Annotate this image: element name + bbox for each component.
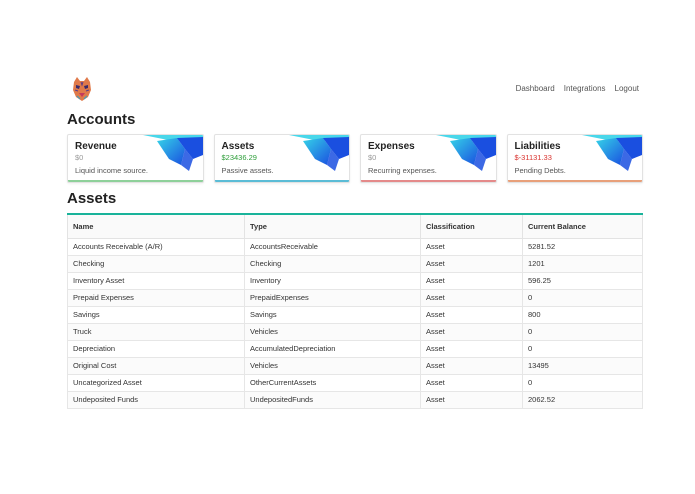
cell-current-balance: 1201: [522, 254, 643, 273]
cell-type: Vehicles: [244, 356, 421, 375]
card-value: $0: [75, 153, 84, 162]
assets-table-container: Name Type Classification Current Balance…: [67, 213, 643, 409]
cell-classification: Asset: [420, 237, 523, 256]
card-accent-bar: [68, 180, 203, 182]
cell-name: Undeposited Funds: [67, 390, 245, 409]
card-description: Passive assets.: [221, 166, 274, 175]
cell-type: Savings: [244, 305, 421, 324]
card-value: $-31131.33: [514, 153, 552, 162]
table-row[interactable]: Undeposited Funds UndepositedFunds Asset 20…: [67, 390, 643, 409]
cell-current-balance: 596.25: [522, 271, 643, 290]
accounts-heading: Accounts: [67, 111, 136, 128]
card-description: Liquid income source.: [75, 166, 148, 175]
cell-type: Inventory: [244, 271, 421, 290]
table-row[interactable]: Truck Vehicles Asset 0: [67, 322, 643, 341]
column-header-name[interactable]: Name: [67, 215, 245, 239]
table-row[interactable]: Prepaid Expenses PrepaidExpenses Asset 0: [67, 288, 643, 307]
cell-name: Savings: [67, 305, 245, 324]
cell-classification: Asset: [420, 339, 523, 358]
assets-heading: Assets: [67, 190, 117, 207]
card-accent-bar: [361, 180, 496, 182]
nav-logout-link[interactable]: Logout: [614, 84, 639, 93]
card-title: Liabilities: [514, 141, 561, 152]
cell-classification: Asset: [420, 288, 523, 307]
card-value: $23436.29: [221, 153, 257, 162]
cell-classification: Asset: [420, 305, 523, 324]
cell-type: AccumulatedDepreciation: [244, 339, 421, 358]
card-decoration-icon: [582, 135, 642, 171]
cell-type: OtherCurrentAssets: [244, 373, 421, 392]
table-row[interactable]: Uncategorized Asset OtherCurrentAssets Ass…: [67, 373, 643, 392]
nav-integrations-link[interactable]: Integrations: [563, 84, 606, 93]
cell-current-balance: 0: [522, 373, 643, 392]
table-header-row: Name Type Classification Current Balance: [67, 215, 643, 239]
cell-name: Uncategorized Asset: [67, 373, 245, 392]
cell-type: Checking: [244, 254, 421, 273]
assets-table: Name Type Classification Current Balance…: [67, 215, 643, 409]
cell-current-balance: 13495: [522, 356, 643, 375]
cell-type: AccountsReceivable: [244, 237, 421, 256]
cell-classification: Asset: [420, 254, 523, 273]
cell-current-balance: 0: [522, 339, 643, 358]
card-decoration-icon: [289, 135, 349, 171]
card-accent-bar: [507, 180, 642, 182]
cell-name: Prepaid Expenses: [67, 288, 245, 307]
cell-current-balance: 800: [522, 305, 643, 324]
cell-name: Depreciation: [67, 339, 245, 358]
account-summary-cards: Revenue $0 Liquid income source. Assets …: [67, 134, 643, 183]
column-header-current-balance[interactable]: Current Balance: [522, 215, 643, 239]
cell-name: Truck: [67, 322, 245, 341]
cell-name: Checking: [67, 254, 245, 273]
card-title: Revenue: [75, 141, 117, 152]
card-value: $0: [368, 153, 377, 162]
cell-classification: Asset: [420, 322, 523, 341]
table-row[interactable]: Inventory Asset Inventory Asset 596.25: [67, 271, 643, 290]
cell-classification: Asset: [420, 271, 523, 290]
column-header-type[interactable]: Type: [244, 215, 421, 239]
card-title: Assets: [221, 141, 255, 152]
card-decoration-icon: [435, 135, 496, 171]
tiger-logo-icon[interactable]: [70, 76, 94, 102]
table-row[interactable]: Depreciation AccumulatedDepreciation Asset…: [67, 339, 643, 358]
card-decoration-icon: [142, 135, 203, 171]
cell-current-balance: 0: [522, 322, 643, 341]
card-revenue[interactable]: Revenue $0 Liquid income source.: [67, 134, 204, 183]
table-row[interactable]: Accounts Receivable (A/R) AccountsReceiva…: [67, 237, 643, 256]
cell-type: UndepositedFunds: [244, 390, 421, 409]
cell-type: PrepaidExpenses: [244, 288, 421, 307]
cell-classification: Asset: [420, 356, 523, 375]
cell-current-balance: 0: [522, 288, 643, 307]
card-expenses[interactable]: Expenses $0 Recurring expenses.: [360, 134, 497, 183]
card-accent-bar: [214, 180, 349, 182]
card-description: Pending Debts.: [514, 166, 566, 175]
card-liabilities[interactable]: Liabilities $-31131.33 Pending Debts.: [506, 134, 643, 183]
cell-name: Accounts Receivable (A/R): [67, 237, 245, 256]
cell-current-balance: 2062.52: [522, 390, 643, 409]
card-description: Recurring expenses.: [368, 166, 437, 175]
cell-current-balance: 5281.52: [522, 237, 643, 256]
cell-classification: Asset: [420, 390, 523, 409]
cell-name: Original Cost: [67, 356, 245, 375]
table-row[interactable]: Savings Savings Asset 800: [67, 305, 643, 324]
cell-name: Inventory Asset: [67, 271, 245, 290]
table-row[interactable]: Original Cost Vehicles Asset 13495: [67, 356, 643, 375]
column-header-classification[interactable]: Classification: [420, 215, 523, 239]
table-row[interactable]: Checking Checking Asset 1201: [67, 254, 643, 273]
table-body: Accounts Receivable (A/R) AccountsReceiva…: [67, 237, 643, 409]
cell-type: Vehicles: [244, 322, 421, 341]
card-assets[interactable]: Assets $23436.29 Passive assets.: [213, 134, 350, 183]
top-nav: Dashboard Integrations Logout: [516, 84, 639, 93]
card-title: Expenses: [368, 141, 415, 152]
nav-dashboard-link[interactable]: Dashboard: [515, 84, 555, 93]
cell-classification: Asset: [420, 373, 523, 392]
